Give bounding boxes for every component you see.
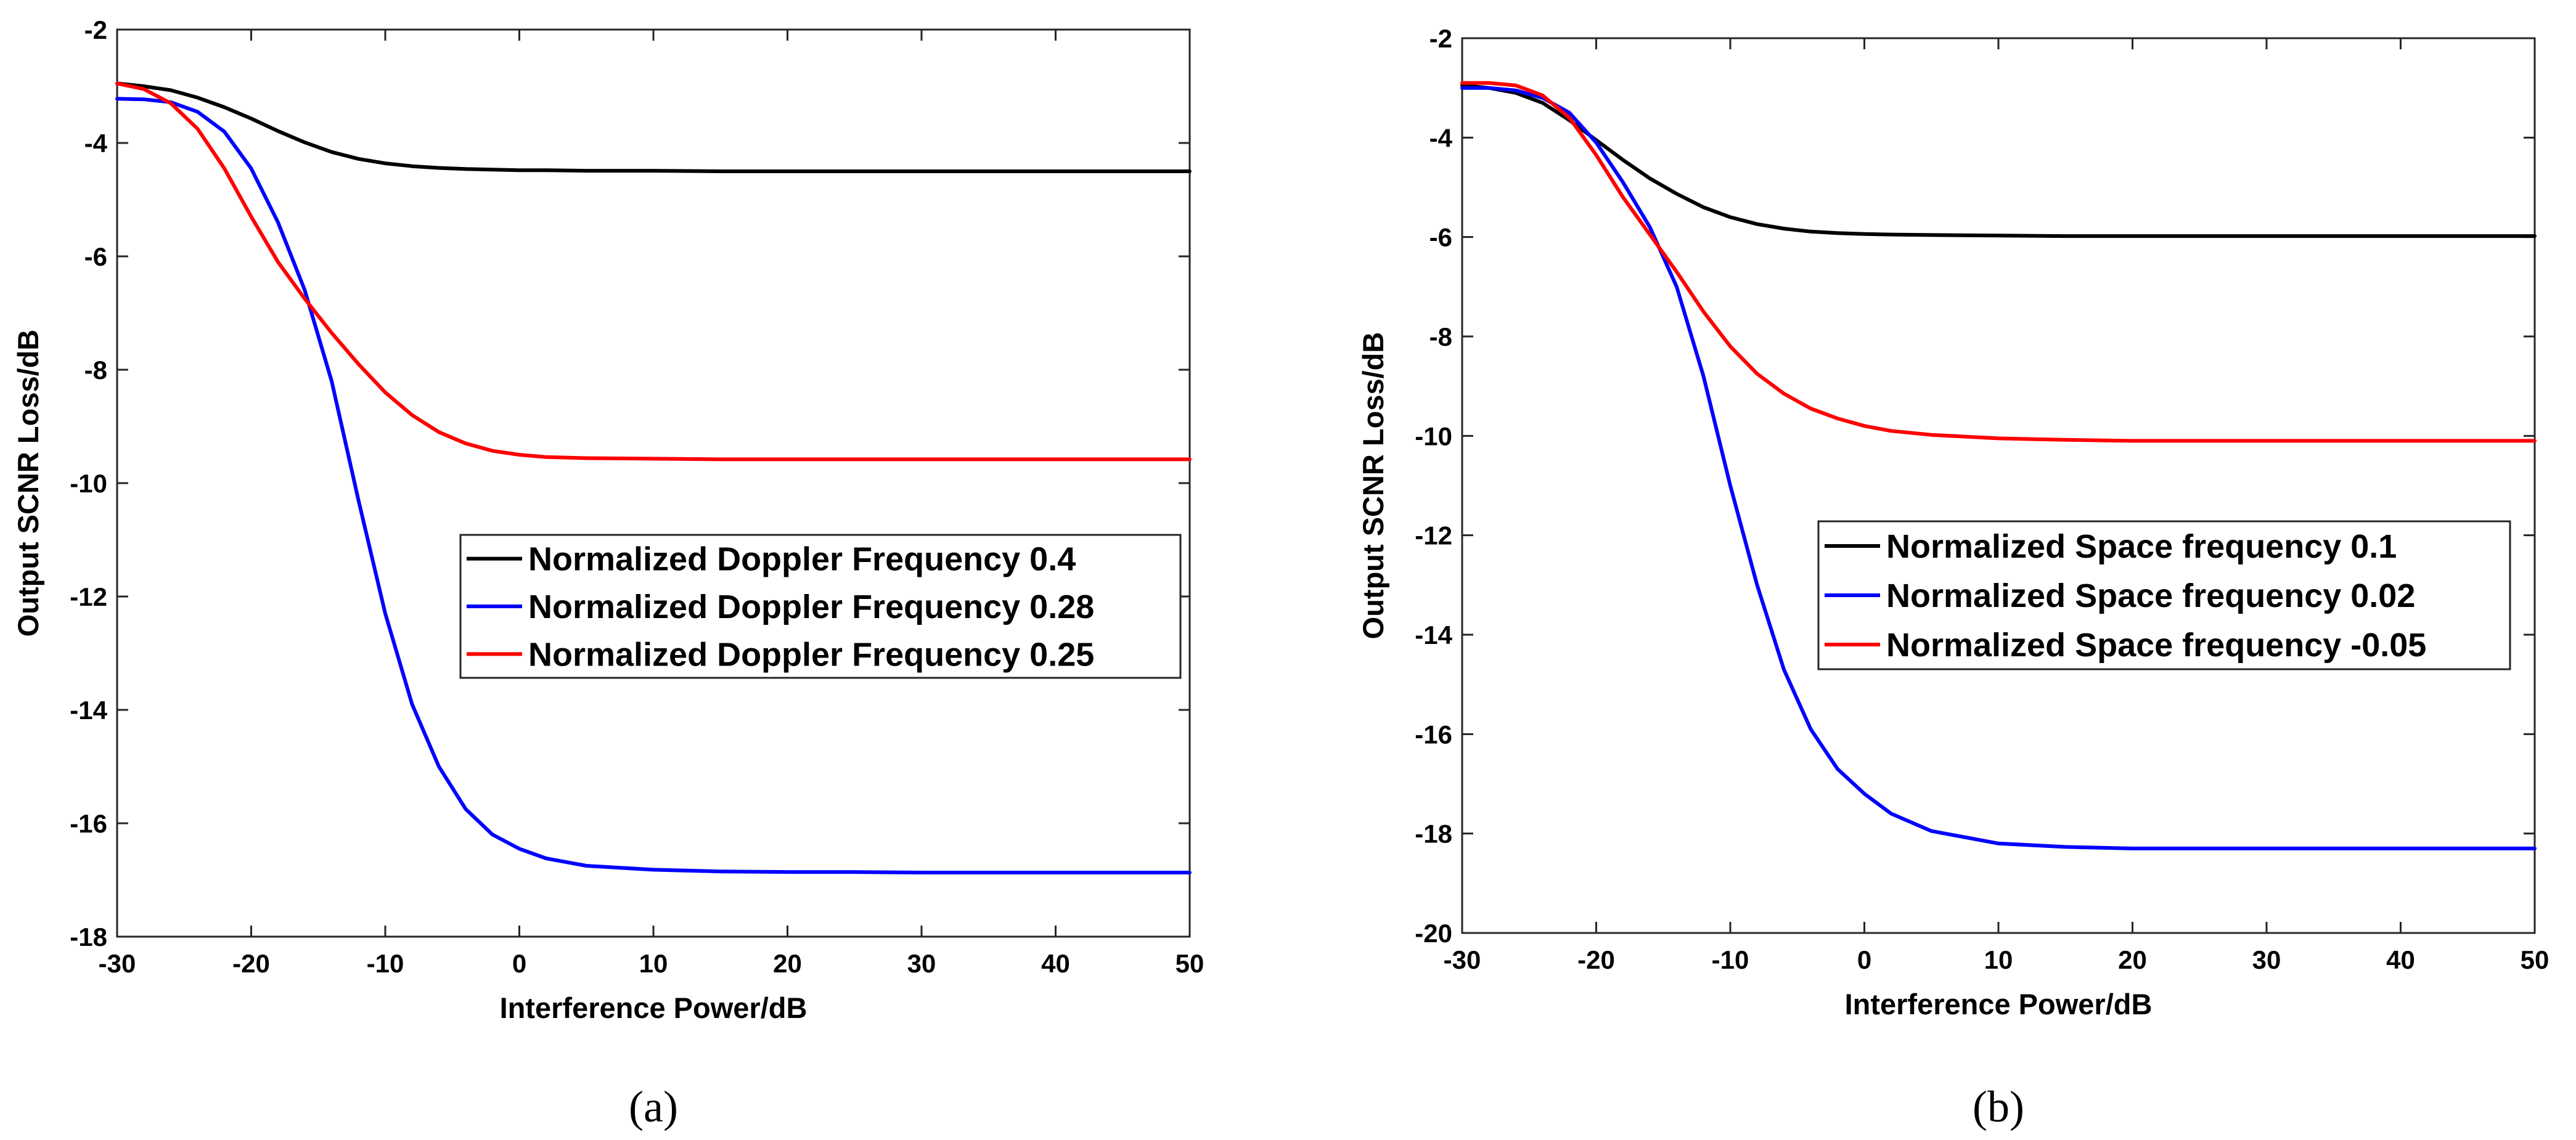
y-tick-label: -18	[70, 922, 107, 951]
legend-label-2: Normalized Space frequency -0.05	[1886, 627, 2426, 664]
x-tick-label: 10	[1984, 945, 2013, 974]
y-tick-label: -4	[1429, 123, 1453, 152]
x-tick-label: -30	[1444, 945, 1481, 974]
legend-label-1: Normalized Space frequency 0.02	[1886, 577, 2415, 614]
chart-a: -30 -20 -10 0 10 20 30 40 50 -2 -4 -6 -8 -10 -12 -14 -16…	[12, 15, 1204, 1131]
y-tick-label: -6	[84, 242, 107, 271]
subfigure-label: (b)	[1973, 1082, 2024, 1131]
y-tick-label: -8	[1429, 322, 1452, 351]
x-tick-label: 40	[1041, 949, 1070, 978]
x-tick-label: 40	[2386, 945, 2415, 974]
subfigure-label: (a)	[629, 1082, 678, 1131]
x-tick-label: 0	[1857, 945, 1871, 974]
x-tick-label: -30	[99, 949, 136, 978]
x-tick-label: 20	[2118, 945, 2147, 974]
y-tick-label: -8	[84, 356, 107, 385]
x-tick-label: 50	[1176, 949, 1204, 978]
legend-label-2: Normalized Doppler Frequency 0.25	[528, 636, 1094, 673]
y-tick-label: -10	[1415, 421, 1452, 450]
series-line-1	[1460, 86, 2537, 850]
plot-frame	[1461, 37, 2536, 934]
x-tick-label: -10	[367, 949, 404, 978]
x-axis-label: Interference Power/dB	[1845, 988, 2153, 1020]
y-tick-label: -10	[70, 469, 107, 498]
y-axis-label: Output SCNR Loss/dB	[12, 330, 44, 637]
plot-frame	[116, 28, 1191, 938]
x-tick-label: 30	[2252, 945, 2281, 974]
y-tick-label: -16	[1415, 720, 1452, 749]
y-tick-label: -14	[1415, 621, 1452, 649]
x-tick-label: -20	[1577, 945, 1615, 974]
y-tick-label: -12	[1415, 521, 1452, 550]
legend-box	[459, 534, 1182, 679]
x-tick-label: 30	[907, 949, 936, 978]
y-tick-label: -4	[84, 129, 108, 158]
series-line-2	[115, 81, 1192, 462]
series-line-1	[115, 97, 1192, 874]
legend: Normalized Doppler Frequency 0.4 Normaliz…	[459, 534, 1182, 679]
legend-box	[1817, 520, 2511, 670]
chart-b: -30 -20 -10 0 10 20 30 40 50-2-4-6-8-10-12-14-16…	[1357, 24, 2549, 1131]
legend-label-1: Normalized Doppler Frequency 0.28	[528, 588, 1094, 625]
y-tick-label: -16	[70, 809, 107, 838]
legend: Normalized Space frequency 0.1 Normalized…	[1817, 520, 2511, 670]
y-tick-label: -2	[84, 15, 107, 44]
series-line-2	[1460, 81, 2537, 443]
y-tick-label: -14	[70, 696, 107, 725]
y-tick-label: -18	[1415, 820, 1452, 849]
x-tick-label: -20	[232, 949, 270, 978]
x-axis-label: Interference Power/dB	[500, 991, 808, 1024]
x-tick-label: -10	[1712, 945, 1749, 974]
x-tick-label: 50	[2521, 945, 2549, 974]
legend-label-0: Normalized Space frequency 0.1	[1886, 528, 2397, 565]
x-tick-label: 10	[639, 949, 668, 978]
y-tick-label: -12	[70, 582, 107, 611]
y-tick-label: -20	[1415, 919, 1452, 948]
y-tick-label: -2	[1429, 24, 1452, 53]
y-axis-label: Output SCNR Loss/dB	[1357, 332, 1389, 640]
series-line-0	[115, 81, 1192, 173]
y-tick-label: -6	[1429, 223, 1452, 252]
x-tick-label: 20	[773, 949, 802, 978]
legend-label-0: Normalized Doppler Frequency 0.4	[528, 541, 1076, 578]
x-tick-label: 0	[512, 949, 526, 978]
